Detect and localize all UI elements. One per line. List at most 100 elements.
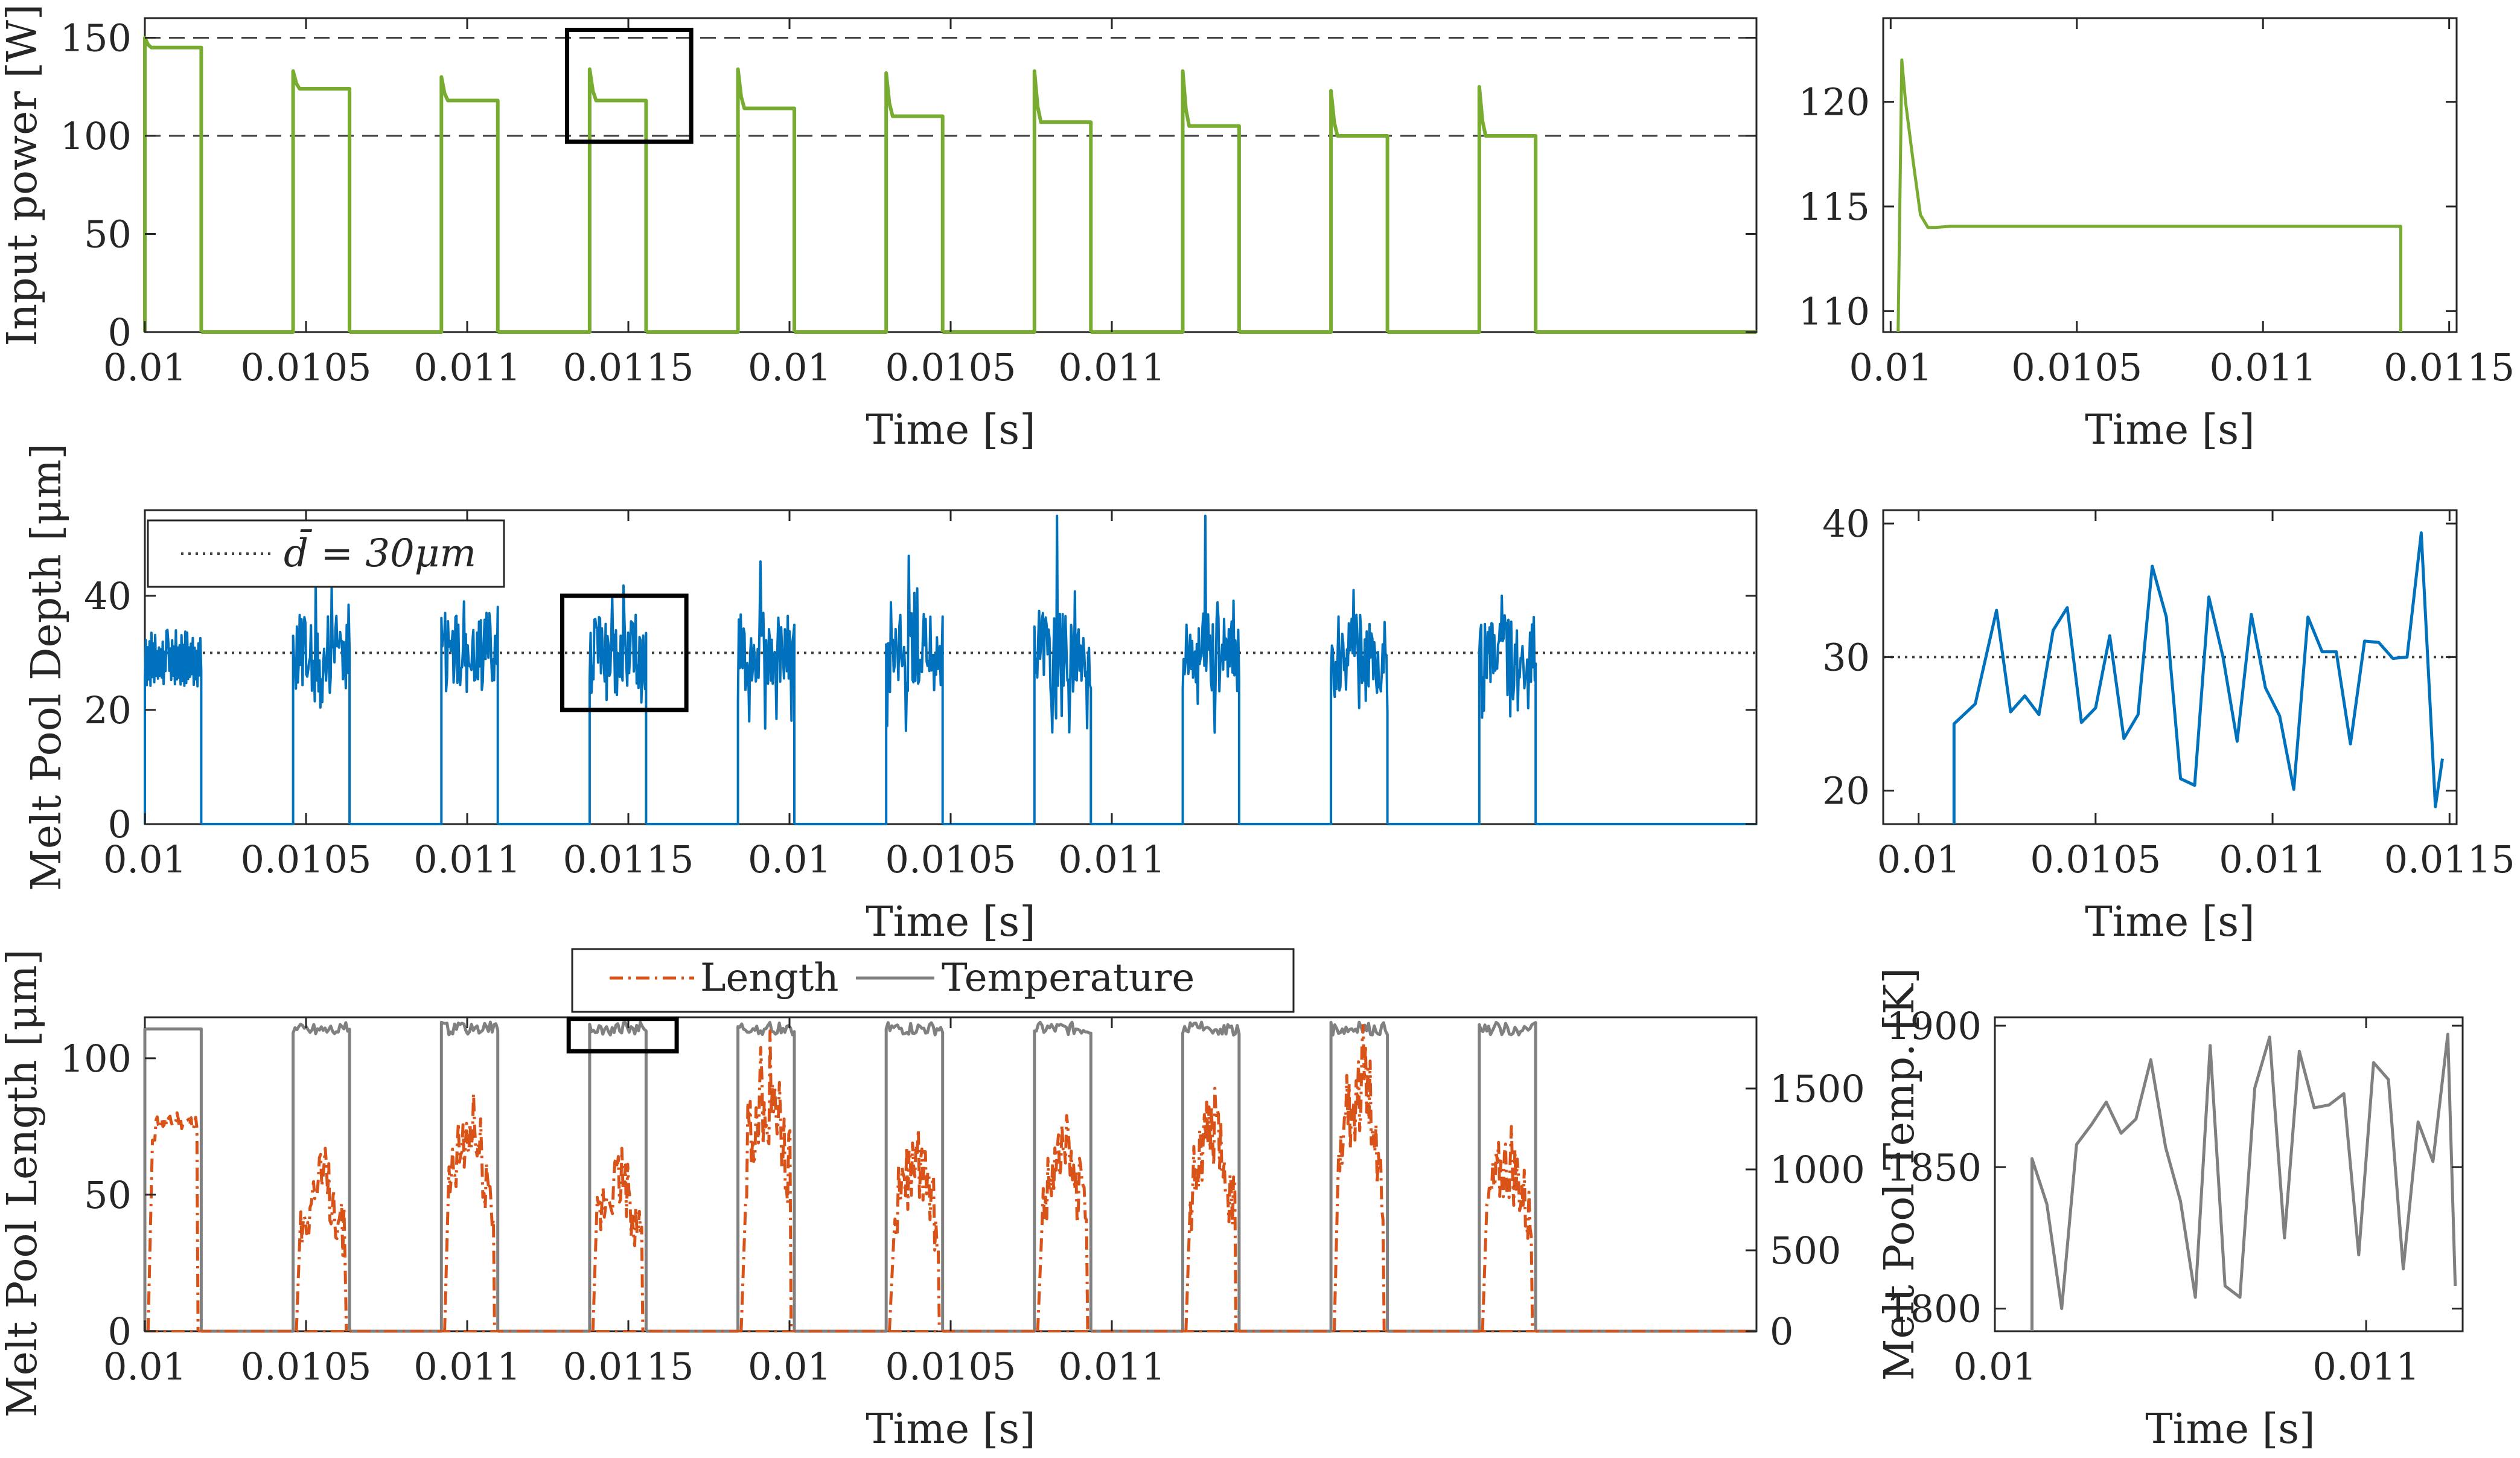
x-tick-label: 0.01 [103, 1344, 187, 1389]
length-pulse [888, 1127, 941, 1332]
length-pulse [1481, 1125, 1534, 1332]
x-tick-label: 0.011 [1058, 837, 1166, 881]
y-tick-label: 0 [108, 802, 132, 846]
temperature-pulse [1091, 1020, 1241, 1333]
length-pulse [739, 1029, 793, 1332]
y-tick-label: 1900 [1886, 1004, 1982, 1048]
length-pulse [1184, 1087, 1238, 1332]
depth-zoom-chart: 0.01 0.0105 0.011 0.0115 20 30 40 Time [s] [1822, 502, 2515, 946]
length-pulse [591, 1146, 645, 1332]
temp-zoom-xlabel: Time [s] [2145, 1405, 2315, 1453]
x-tick-label: 0.0115 [563, 1344, 694, 1389]
length-pulse [295, 1146, 348, 1332]
legend-temp-label: Temperature [942, 956, 1195, 1000]
power-pulse [646, 67, 796, 334]
x-tick-label: 0.011 [413, 345, 521, 389]
x-tick-label: 0.011 [2312, 1344, 2420, 1389]
power-pulse [794, 71, 945, 334]
temperature-pulse [201, 1021, 351, 1333]
temperature-pulse [1387, 1021, 1537, 1333]
y-tick-label: 40 [84, 574, 132, 618]
x-tick-label: 0.011 [2219, 837, 2326, 881]
x-tick-label: 0.0105 [2011, 345, 2142, 389]
x-tick-label: 0.0105 [885, 1344, 1016, 1389]
temperature-pulse [497, 1020, 648, 1333]
depth-zoom-box[interactable] [560, 593, 689, 712]
y-tick-label: 150 [60, 16, 132, 60]
length-temp-zoom-box[interactable] [566, 1017, 679, 1054]
x-tick-label: 0.0115 [2384, 345, 2515, 389]
x-tick-label: 0.0115 [2384, 837, 2515, 881]
x-tick-label: 0.011 [413, 1344, 521, 1389]
power-zoom-chart: 0.01 0.0105 0.011 0.0115 110 115 120 Time [s] [1799, 17, 2515, 454]
length-pulse [1036, 1114, 1089, 1332]
y2-tick-label: 0 [1770, 1309, 1793, 1354]
y-tick-label: 1800 [1886, 1287, 1982, 1331]
y-tick-label: 100 [60, 114, 132, 158]
length-pulse [1333, 1024, 1386, 1332]
y-tick-label: 30 [1822, 635, 1870, 679]
power-pulse [1387, 85, 1538, 334]
length-temp-legend: Length Temperature [571, 948, 1295, 1013]
power-pulse [201, 69, 352, 334]
y-tick-label: 20 [1822, 769, 1870, 813]
depth-pulse [794, 554, 944, 825]
power-pulse [143, 36, 203, 332]
temp-zoom-chart: 0.01 0.011 1800 1850 1900 Time [s] [1886, 1004, 2464, 1453]
x-tick-label: 0.0105 [885, 837, 1016, 881]
temperature-pulse [794, 1021, 945, 1333]
x-tick-label: 0.01 [1877, 837, 1960, 881]
depth-pulse [497, 584, 648, 825]
x-tick-label: 0.0105 [241, 1344, 372, 1389]
power-pulse [942, 69, 1093, 334]
temperature-pulse [646, 1021, 796, 1333]
y-tick-label: 0 [108, 310, 132, 354]
x-tick-label: 0.011 [413, 837, 521, 881]
x-tick-label: 0.01 [1953, 1344, 2037, 1389]
length-pulse [443, 1092, 496, 1332]
power-pulse [497, 67, 648, 334]
x-tick-label: 0.01 [748, 837, 831, 881]
y2-tick-label: 1500 [1770, 1067, 1865, 1111]
x-tick-label: 0.01 [748, 1344, 831, 1389]
power-ylabel: Input power [W] [0, 4, 46, 347]
y-tick-label: 115 [1799, 185, 1870, 229]
power-main-chart: 0.01 0.0105 0.011 0.0115 0.01 0.0105 0.011 0 50 1… [0, 4, 1758, 454]
length-pulse [146, 1111, 200, 1332]
power-pulse [1091, 69, 1241, 334]
depth-legend: d̄ = 30μm [147, 519, 505, 588]
depth-main-chart: 0.01 0.0105 0.011 0.0115 0.01 0.0105 0.011 0 20 4… [23, 443, 1758, 946]
x-tick-label: 0.0105 [2030, 837, 2161, 881]
depth-zoom-xlabel: Time [s] [2085, 898, 2254, 946]
y-tick-label: 50 [84, 1173, 132, 1217]
depth-legend-label: d̄ = 30μm [284, 529, 476, 576]
depth-pulse [1387, 594, 1537, 825]
temperature-pulse [349, 1020, 500, 1333]
y2-tick-label: 500 [1770, 1229, 1841, 1273]
x-tick-label: 0.0105 [885, 345, 1016, 389]
y-tick-label: 40 [1822, 502, 1870, 546]
x-tick-label: 0.01 [748, 345, 831, 389]
y-tick-label: 100 [60, 1037, 132, 1081]
depth-pulse [201, 583, 351, 825]
depth-pulse [942, 514, 1093, 825]
length-temp-xlabel: Time [s] [866, 1405, 1035, 1453]
power-pulse [349, 75, 500, 334]
power-zoom-box[interactable] [565, 28, 694, 144]
x-tick-label: 0.0115 [563, 837, 694, 881]
temp-zoom-line [2030, 1032, 2457, 1331]
power-pulse [1239, 89, 1389, 334]
y-tick-label: 0 [108, 1309, 132, 1354]
temp-y2label: Melt Pool Temp. [K] [1876, 968, 1924, 1381]
y-tick-label: 110 [1799, 289, 1870, 333]
x-tick-label: 0.01 [103, 345, 187, 389]
depth-pulse [646, 560, 796, 825]
power-zoom-xlabel: Time [s] [2085, 406, 2254, 454]
x-tick-label: 0.011 [2209, 345, 2317, 389]
depth-zoom-line [1952, 531, 2444, 824]
y-tick-label: 1850 [1886, 1145, 1982, 1189]
depth-ylabel: Melt Pool Depth [μm] [23, 443, 71, 891]
y-tick-label: 20 [84, 688, 132, 732]
y-tick-label: 50 [84, 213, 132, 257]
x-tick-label: 0.011 [1058, 345, 1166, 389]
